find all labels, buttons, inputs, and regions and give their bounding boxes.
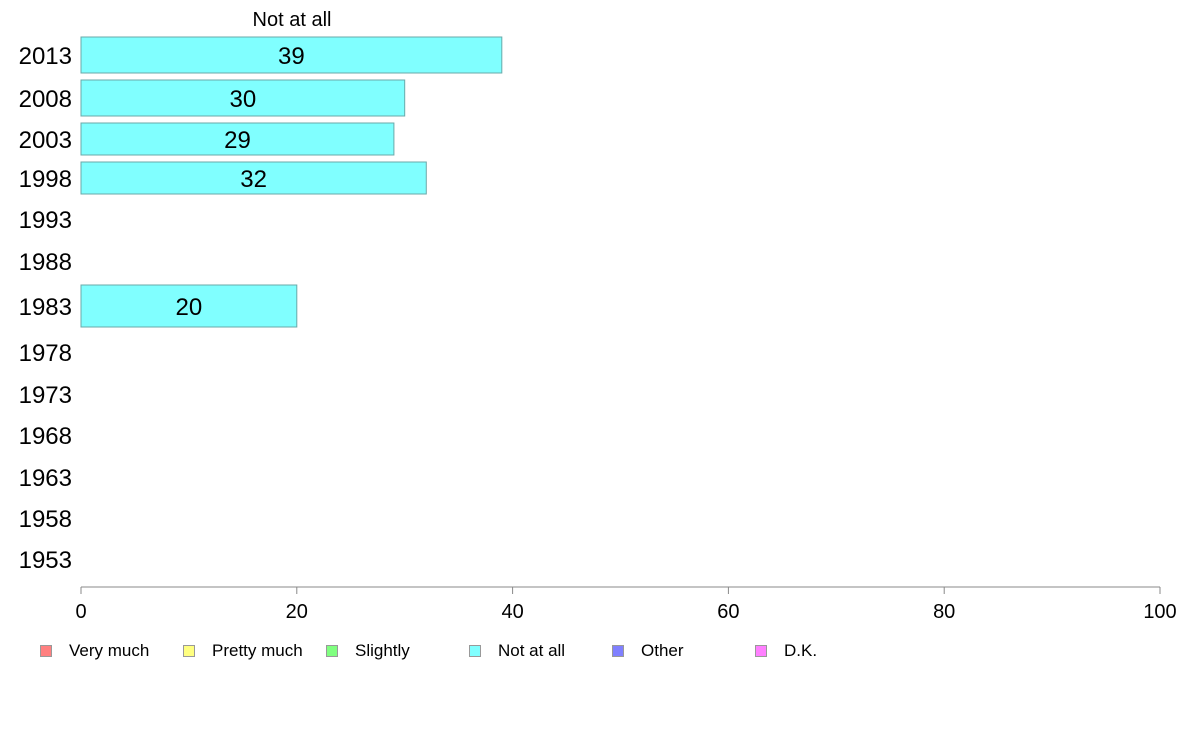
legend-item-pretty-much: Pretty much bbox=[183, 640, 303, 662]
legend-item-very-much: Very much bbox=[40, 640, 149, 662]
x-tick-label-60: 60 bbox=[717, 601, 739, 623]
bar-labels-group: 39 30 29 32 20 bbox=[176, 43, 305, 321]
legend-item-slightly: Slightly bbox=[326, 640, 410, 662]
legend-label: Other bbox=[641, 641, 684, 660]
legend-item-other: Other bbox=[612, 640, 684, 662]
legend-label: D.K. bbox=[784, 641, 818, 660]
bar-2013 bbox=[80, 36, 503, 74]
bar-1983 bbox=[80, 284, 298, 328]
x-axis: 0 20 40 60 80 100 bbox=[75, 586, 1177, 623]
legend-swatch bbox=[755, 645, 767, 657]
legend-swatch bbox=[40, 645, 52, 657]
year-label-1963: 1963 bbox=[19, 465, 72, 492]
bar-2008 bbox=[80, 79, 406, 117]
legend-label: Not at all bbox=[498, 641, 566, 660]
bar-value-label-1983: 20 bbox=[176, 294, 203, 321]
legend-item-d-k: D.K. bbox=[755, 640, 817, 662]
year-labels-group: 2013 2008 2003 1998 1993 1988 1983 1978 1973 1968… bbox=[19, 43, 72, 574]
year-label-1958: 1958 bbox=[19, 506, 72, 533]
year-label-2008: 2008 bbox=[19, 86, 72, 113]
bar-value-label-1998: 32 bbox=[240, 166, 267, 193]
legend-label: Very much bbox=[69, 641, 150, 660]
bar-2003 bbox=[80, 122, 395, 156]
year-label-1993: 1993 bbox=[19, 207, 72, 234]
x-tick-label-0: 0 bbox=[75, 601, 86, 623]
legend-swatch bbox=[469, 645, 481, 657]
x-tick-label-20: 20 bbox=[286, 601, 308, 623]
x-tick-label-40: 40 bbox=[501, 601, 523, 623]
x-tick-label-100: 100 bbox=[1143, 601, 1176, 623]
bar-value-label-2008: 30 bbox=[229, 86, 256, 113]
year-label-1983: 1983 bbox=[19, 294, 72, 321]
year-label-1968: 1968 bbox=[19, 423, 72, 450]
legend-swatch bbox=[612, 645, 624, 657]
bar-1998 bbox=[80, 161, 427, 195]
bars-group bbox=[80, 36, 503, 328]
year-label-1978: 1978 bbox=[19, 340, 72, 367]
legend-swatch bbox=[183, 645, 195, 657]
legend-item-not-at-all: Not at all bbox=[469, 640, 565, 662]
year-label-2003: 2003 bbox=[19, 127, 72, 154]
legend-label: Slightly bbox=[355, 641, 410, 660]
series-title: Not at all bbox=[253, 9, 332, 31]
year-label-1973: 1973 bbox=[19, 382, 72, 409]
bar-value-label-2013: 39 bbox=[278, 43, 305, 70]
x-tick-label-80: 80 bbox=[933, 601, 955, 623]
legend: Very much Pretty much Slightly Not at all Ot… bbox=[40, 640, 860, 662]
year-label-1988: 1988 bbox=[19, 249, 72, 276]
bar-value-label-2003: 29 bbox=[224, 127, 251, 154]
year-label-1953: 1953 bbox=[19, 547, 72, 574]
year-label-2013: 2013 bbox=[19, 43, 72, 70]
year-label-1998: 1998 bbox=[19, 166, 72, 193]
legend-label: Pretty much bbox=[212, 641, 303, 660]
legend-swatch bbox=[326, 645, 338, 657]
